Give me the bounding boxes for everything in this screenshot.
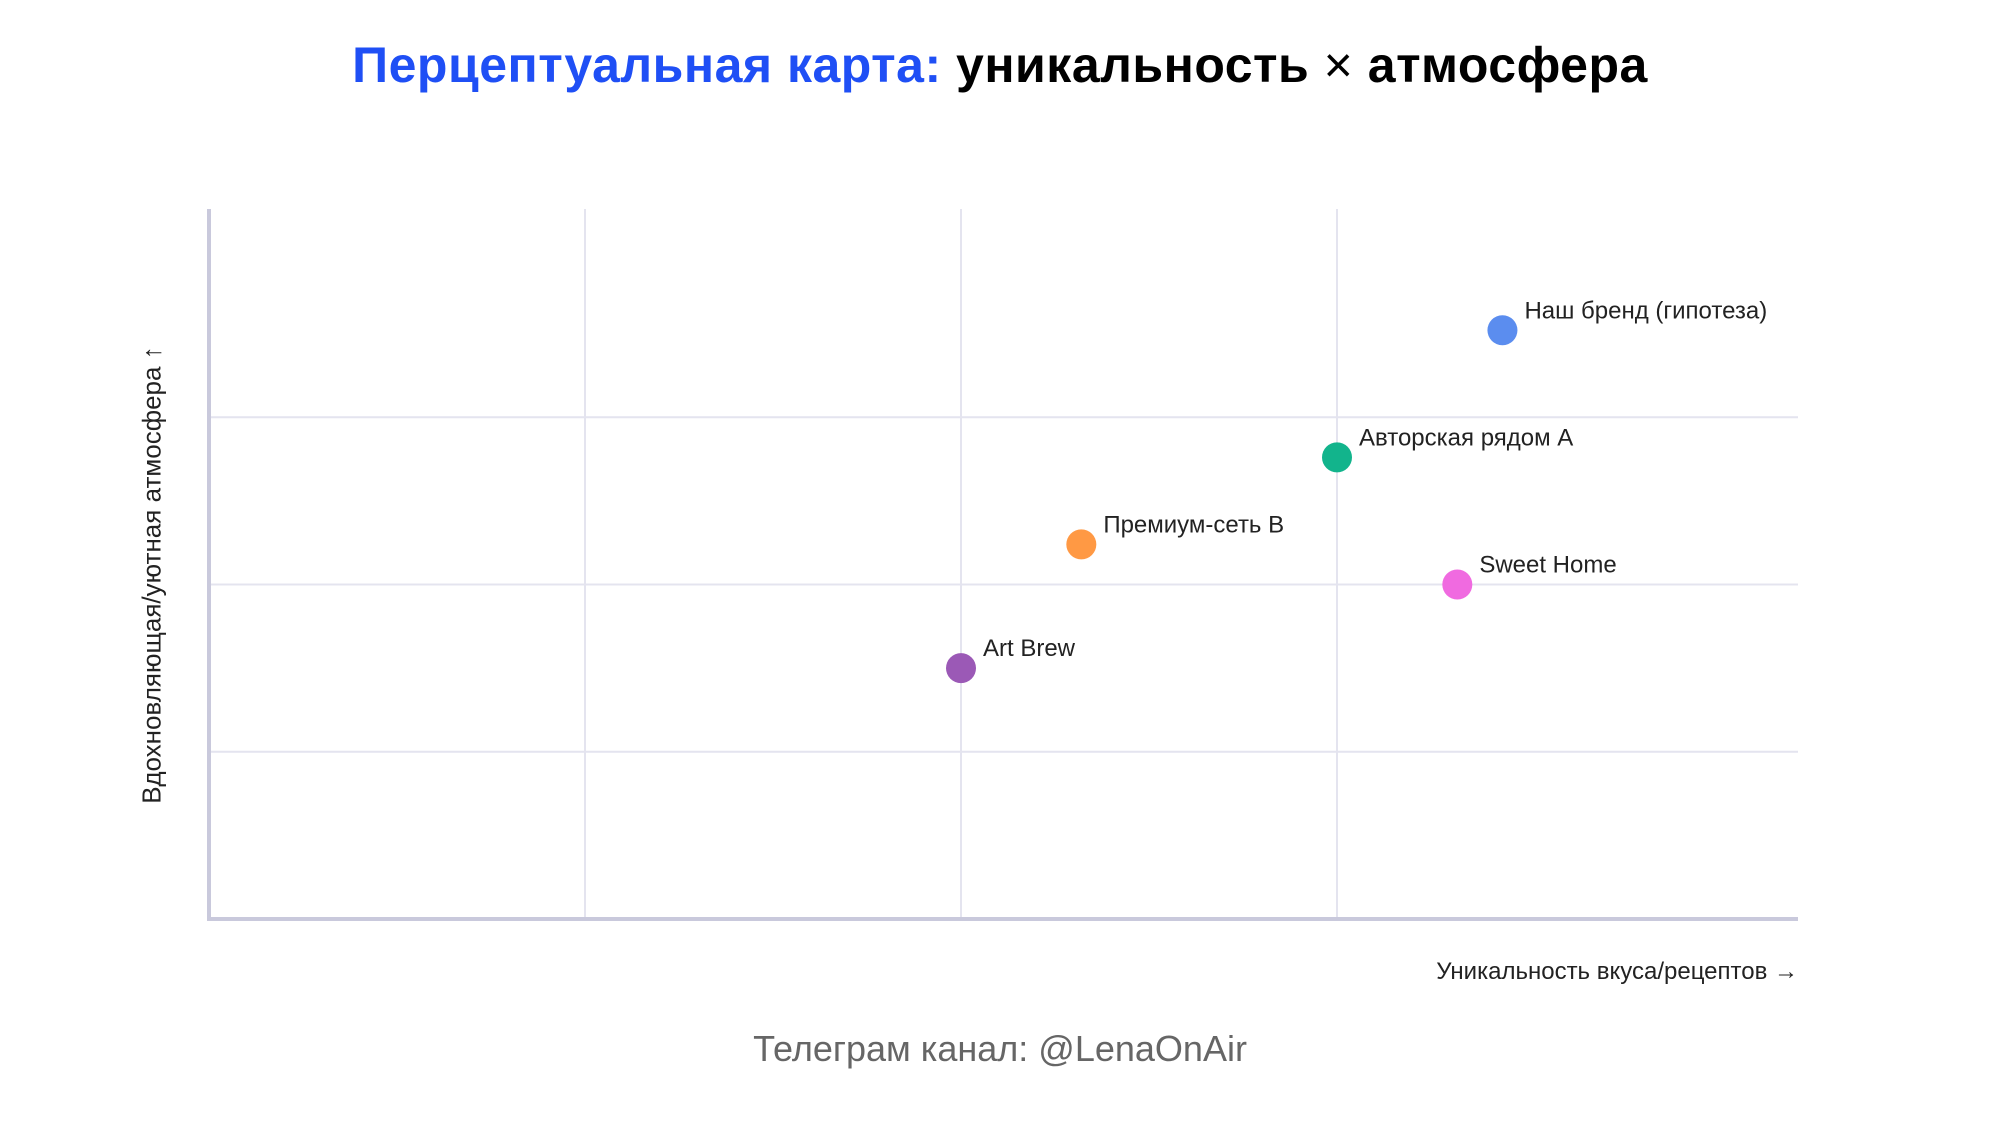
title-accent: Перцептуальная карта: [352, 37, 942, 93]
grid [209, 209, 1798, 919]
title-part1: уникальность [956, 37, 1310, 93]
data-point: Авторская рядом A [1322, 424, 1573, 473]
title-part2: атмосфера [1367, 37, 1648, 93]
data-point: Art Brew [946, 635, 1076, 684]
point-marker [1442, 569, 1473, 600]
point-label: Премиум-сеть B [1103, 511, 1284, 538]
point-marker [1487, 315, 1518, 346]
point-label: Sweet Home [1479, 552, 1616, 579]
point-marker [1322, 442, 1352, 473]
x-axis-label: Уникальность вкуса/рецептов → [1436, 958, 1798, 985]
footer-credit: Телеграм канал: @LenaOnAir [753, 1028, 1247, 1069]
data-point: Наш бренд (гипотеза) [1487, 297, 1767, 346]
point-label: Наш бренд (гипотеза) [1524, 297, 1767, 324]
data-point: Sweet Home [1442, 552, 1617, 600]
axes [207, 209, 1798, 921]
point-marker [1066, 529, 1097, 560]
times-symbol: × [1323, 37, 1354, 93]
data-point: Премиум-сеть B [1066, 511, 1284, 560]
chart-title: Перцептуальная карта: уникальность × атм… [0, 36, 2000, 94]
y-axis-label: Вдохновляющая/уютная атмосфера ↑ [136, 346, 167, 804]
point-label: Art Brew [983, 635, 1076, 662]
point-marker [946, 653, 976, 684]
data-points: Наш бренд (гипотеза) Авторская рядом A Пре… [946, 297, 1767, 684]
point-label: Авторская рядом A [1359, 424, 1573, 451]
